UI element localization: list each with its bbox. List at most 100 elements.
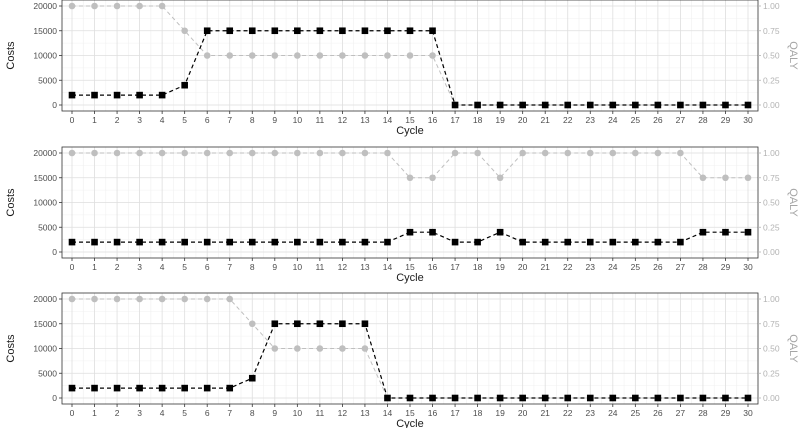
qaly-point <box>181 27 188 35</box>
qaly-point <box>226 52 234 59</box>
costs-point <box>158 384 166 392</box>
qaly-point <box>316 52 324 59</box>
x-tick-label: 23 <box>586 262 596 272</box>
x-tick-label: 21 <box>540 408 550 418</box>
qaly-point <box>339 149 346 157</box>
costs-point <box>136 384 143 392</box>
costs-point <box>586 101 594 109</box>
y-tick-label: 20000 <box>33 148 57 158</box>
costs-point <box>496 394 504 402</box>
costs-point <box>361 238 369 246</box>
qaly-point <box>136 295 143 303</box>
y-tick-label: 10000 <box>33 344 57 354</box>
qaly-point <box>91 149 98 157</box>
costs-point <box>654 394 662 402</box>
qaly-point <box>136 2 143 10</box>
x-tick-label: 14 <box>383 115 393 125</box>
qaly-point <box>294 149 301 157</box>
qaly-point <box>339 52 346 59</box>
costs-point <box>91 238 98 246</box>
y-tick-label: 15000 <box>33 173 57 183</box>
y2-tick-label: 0.25 <box>763 75 780 85</box>
x-tick-label: 9 <box>272 115 277 125</box>
costs-point <box>496 228 504 236</box>
x-tick-label: 24 <box>608 408 618 418</box>
x-tick-label: 24 <box>608 262 618 272</box>
costs-point <box>158 91 166 99</box>
costs-point <box>474 394 481 402</box>
qaly-point <box>158 295 166 303</box>
qaly-point <box>541 149 549 157</box>
x-tick-label: 29 <box>721 115 731 125</box>
qaly-point <box>271 345 279 352</box>
qaly-point <box>248 320 256 328</box>
x-tick-label: 7 <box>227 115 232 125</box>
costs-point <box>541 238 549 246</box>
y2-tick-label: 0.75 <box>763 173 780 183</box>
y-tick-label: 5000 <box>38 75 57 85</box>
qaly-point <box>181 149 188 157</box>
costs-point <box>136 238 143 246</box>
costs-point <box>113 384 121 392</box>
qaly-point <box>722 174 729 182</box>
x-tick-label: 10 <box>293 115 303 125</box>
costs-point <box>294 320 301 328</box>
qaly-point <box>406 174 414 182</box>
costs-point <box>677 238 684 246</box>
qaly-point <box>68 149 76 157</box>
x-tick-label: 14 <box>383 262 393 272</box>
x-tick-label: 0 <box>70 115 75 125</box>
costs-point <box>316 320 324 328</box>
qaly-point <box>361 149 369 157</box>
x-tick-label: 26 <box>653 115 663 125</box>
costs-point <box>586 238 594 246</box>
x-tick-label: 29 <box>721 408 731 418</box>
qaly-point <box>91 2 98 10</box>
qaly-point <box>113 295 121 303</box>
y2-tick-label: 1.00 <box>763 148 780 158</box>
y-tick-label: 0 <box>52 247 57 257</box>
y-axis-title: Costs <box>5 41 17 70</box>
y2-tick-label: 0.50 <box>763 344 780 354</box>
costs-point <box>203 27 211 35</box>
costs-point <box>226 27 234 35</box>
costs-point <box>384 27 391 35</box>
y2-tick-label: 1.00 <box>763 1 780 11</box>
costs-point <box>519 238 526 246</box>
costs-point <box>181 238 188 246</box>
y2-tick-label: 0.00 <box>763 100 780 110</box>
costs-point <box>519 394 526 402</box>
costs-point <box>113 91 121 99</box>
costs-point <box>699 101 707 109</box>
y-tick-label: 15000 <box>33 26 57 36</box>
x-tick-label: 27 <box>676 408 686 418</box>
costs-point <box>609 101 617 109</box>
costs-point <box>632 101 639 109</box>
costs-point <box>361 320 369 328</box>
x-tick-label: 14 <box>383 408 393 418</box>
costs-point <box>654 238 662 246</box>
qaly-point <box>406 52 414 59</box>
qaly-point <box>519 149 526 157</box>
x-tick-label: 2 <box>115 115 120 125</box>
costs-point <box>406 228 414 236</box>
costs-point <box>248 374 256 382</box>
x-tick-label: 22 <box>563 262 573 272</box>
costs-point <box>248 238 256 246</box>
x-tick-label: 3 <box>137 115 142 125</box>
qaly-point <box>203 295 211 303</box>
x-tick-label: 30 <box>743 408 753 418</box>
costs-point <box>677 394 684 402</box>
costs-point <box>91 384 98 392</box>
qaly-point <box>203 149 211 157</box>
costs-point <box>474 238 481 246</box>
qaly-point <box>609 149 617 157</box>
costs-point <box>158 238 166 246</box>
costs-point <box>384 394 391 402</box>
chart-panel-2: 0 1 2 3 4 5 6 7 8 9 10 11 12 13 14 15 16 17 18 19 20 21 22 23 24… <box>5 146 799 284</box>
x-tick-label: 6 <box>205 262 210 272</box>
x-tick-label: 20 <box>518 262 528 272</box>
x-tick-label: 5 <box>182 408 187 418</box>
x-tick-label: 25 <box>631 115 641 125</box>
